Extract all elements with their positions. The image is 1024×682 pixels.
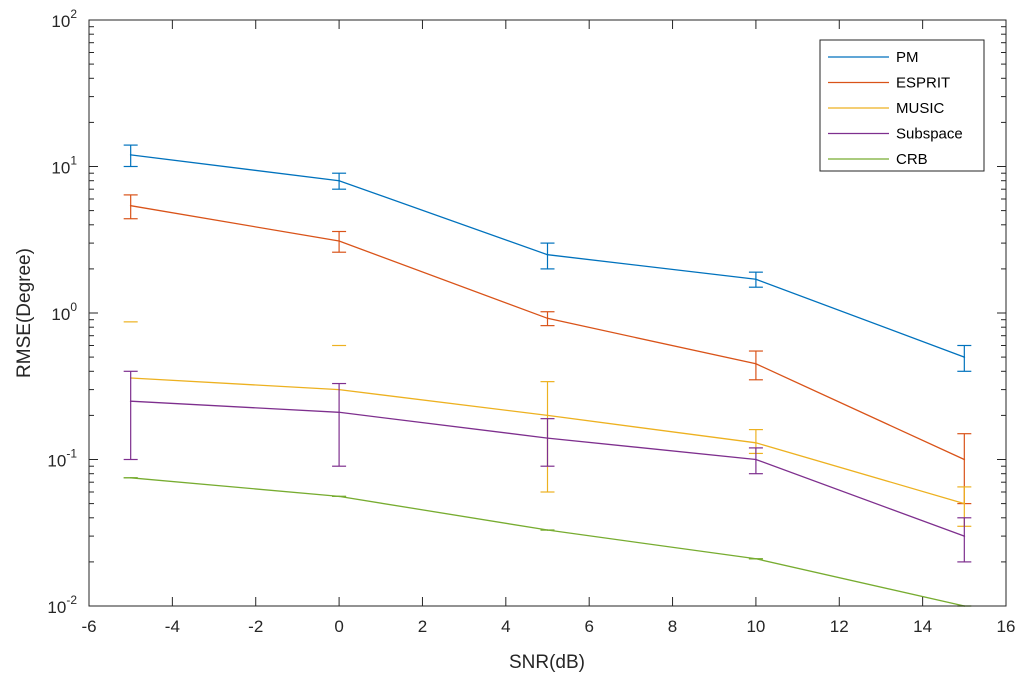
data-point-subspace xyxy=(338,411,340,414)
x-tick-label: -4 xyxy=(165,617,180,636)
error-bar-crb xyxy=(748,557,763,560)
error-bar-crb xyxy=(332,495,347,498)
y-tick-label-exponent: 0 xyxy=(70,300,77,314)
data-point-esprit xyxy=(963,458,966,461)
error-bar-crb xyxy=(123,477,138,479)
x-tick-label: 6 xyxy=(584,617,593,636)
y-tick-label: 10-2 xyxy=(47,593,77,617)
error-bar-subspace xyxy=(957,517,972,563)
data-point-esprit xyxy=(129,204,132,207)
y-tick-label-exponent: 1 xyxy=(70,154,77,168)
x-tick-label: 0 xyxy=(334,617,343,636)
x-tick-label: 14 xyxy=(913,617,932,636)
data-point-subspace xyxy=(546,437,549,439)
x-axis-label: SNR(dB) xyxy=(509,652,585,673)
data-point-esprit xyxy=(546,317,549,320)
x-tick-label: 10 xyxy=(746,617,765,636)
error-bar-subspace xyxy=(748,447,763,475)
error-bar-esprit xyxy=(748,350,763,381)
y-tick-label-exponent: -2 xyxy=(66,593,77,607)
x-tick-label: 16 xyxy=(997,617,1016,636)
legend-label-subspace: Subspace xyxy=(896,126,963,143)
x-tick-label: 8 xyxy=(668,617,677,636)
data-point-subspace xyxy=(755,458,757,461)
data-point-pm xyxy=(755,278,757,281)
y-tick-label-base: 10 xyxy=(47,598,66,617)
data-point-crb xyxy=(755,557,757,560)
x-tick-label: 4 xyxy=(501,617,510,636)
series-esprit xyxy=(123,194,972,505)
legend-label-crb: CRB xyxy=(896,151,928,168)
data-point-music xyxy=(963,502,966,505)
legend-label-esprit: ESPRIT xyxy=(896,75,950,92)
error-bar-pm xyxy=(332,172,347,190)
data-point-music xyxy=(755,442,757,444)
y-tick-label: 101 xyxy=(51,154,77,178)
error-bar-crb xyxy=(540,529,555,531)
data-point-pm xyxy=(546,253,549,256)
error-bar-subspace xyxy=(332,382,347,467)
legend-item-music: MUSIC xyxy=(828,100,945,117)
legend-item-subspace: Subspace xyxy=(828,126,963,143)
error-bar-subspace xyxy=(540,418,555,467)
error-bar-pm xyxy=(748,271,763,288)
legend-box xyxy=(819,39,985,172)
legend: PM ESPRIT MUSIC Subspace CRB xyxy=(819,39,985,172)
y-axis-label: RMSE(Degree) xyxy=(14,248,35,378)
data-point-subspace xyxy=(963,535,966,537)
data-point-pm xyxy=(129,154,132,156)
y-tick-label-base: 10 xyxy=(51,12,70,31)
series-subspace xyxy=(123,370,972,563)
legend-label-pm: PM xyxy=(896,49,919,66)
data-point-crb xyxy=(129,477,132,479)
y-tick-label-exponent: -1 xyxy=(66,447,77,461)
y-tick-label: 100 xyxy=(51,300,77,324)
legend-label-music: MUSIC xyxy=(896,100,945,117)
data-point-esprit xyxy=(338,240,340,242)
data-point-esprit xyxy=(755,363,757,365)
y-tick-label-base: 10 xyxy=(51,159,70,178)
x-tick-label: -6 xyxy=(81,617,96,636)
legend-item-esprit: ESPRIT xyxy=(828,75,950,92)
error-bar-esprit xyxy=(540,311,555,327)
series-layer xyxy=(123,144,972,607)
series-crb xyxy=(123,477,972,607)
data-point-pm xyxy=(338,179,340,182)
error-bar-esprit xyxy=(332,230,347,253)
data-point-crb xyxy=(546,529,549,531)
legend-item-pm: PM xyxy=(828,49,919,66)
y-tick-label-base: 10 xyxy=(47,452,66,471)
error-bar-pm xyxy=(123,144,138,168)
x-tick-label: 2 xyxy=(418,617,427,636)
data-point-pm xyxy=(963,356,966,358)
x-tick-label: 12 xyxy=(830,617,849,636)
y-tick-label-exponent: 2 xyxy=(70,7,77,21)
y-tick-label: 10-1 xyxy=(47,447,77,471)
y-tick-label: 102 xyxy=(51,7,77,31)
error-bar-esprit xyxy=(123,194,138,220)
y-tick-label-base: 10 xyxy=(51,305,70,324)
error-bar-subspace xyxy=(123,370,138,461)
data-point-music xyxy=(546,414,549,417)
legend-item-crb: CRB xyxy=(828,151,928,168)
data-point-crb xyxy=(338,495,340,498)
data-point-subspace xyxy=(129,400,132,403)
x-tick-label: -2 xyxy=(248,617,263,636)
error-bar-pm xyxy=(957,344,972,372)
ticks-layer xyxy=(88,19,1007,607)
error-bar-pm xyxy=(540,242,555,270)
series-pm xyxy=(123,144,972,372)
